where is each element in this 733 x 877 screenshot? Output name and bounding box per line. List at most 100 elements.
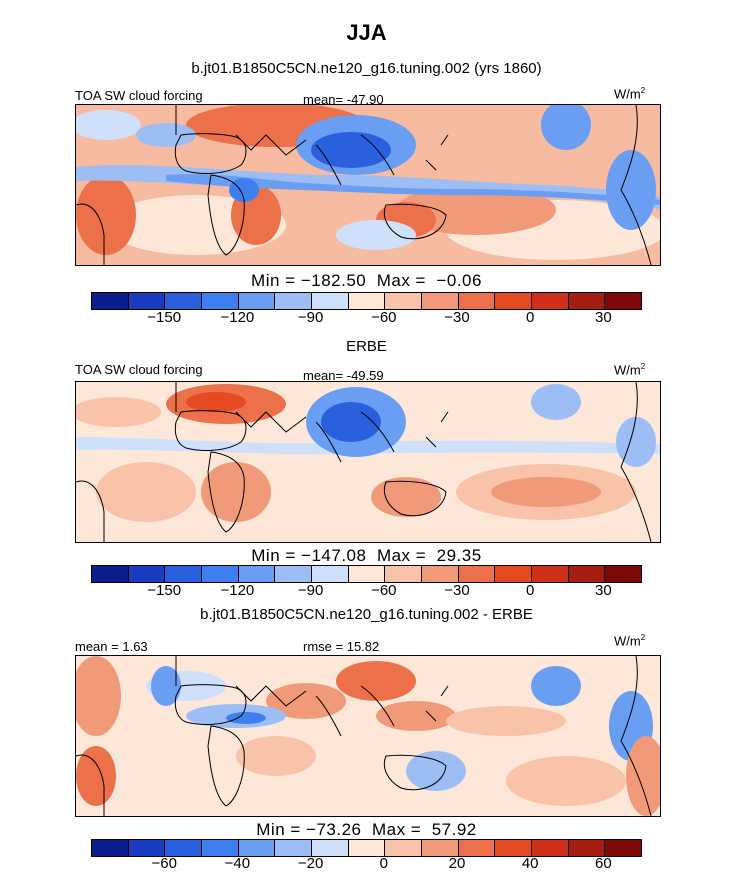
field-blob (336, 220, 416, 250)
field-blob (226, 712, 266, 724)
colorbar-box (128, 840, 166, 856)
colorbar-tick-label: 0 (526, 309, 535, 326)
colorbar-box (348, 566, 386, 582)
colorbar-tick-label: −120 (220, 582, 255, 599)
colorbar-box (532, 840, 569, 856)
colorbar-box (202, 840, 239, 856)
colorbar-box (385, 293, 423, 309)
panel3-mean-value: 1.63 (122, 639, 148, 654)
coast-south-america (76, 203, 105, 265)
panel2-map-svg (76, 382, 660, 542)
panel3-units-exp: 2 (640, 633, 646, 642)
colorbar-box (165, 840, 203, 856)
field-blob (626, 736, 660, 816)
panel2-mean-label: mean= (303, 368, 344, 383)
panel3-mean: mean = 1.63 (75, 639, 148, 654)
panel1-map (75, 104, 661, 266)
colorbar-tick-label: 0 (526, 582, 535, 599)
colorbar-tick-label: −60 (151, 855, 177, 872)
field-blob (136, 123, 196, 147)
coast-americas (620, 105, 652, 265)
colorbar-tick-label: 40 (521, 855, 539, 872)
panel1-mean-value: -47.90 (346, 92, 384, 107)
field-blob (76, 110, 141, 140)
panel3-minmax: Min = −73.26 Max = 57.92 (0, 820, 733, 840)
colorbar-box (385, 840, 423, 856)
panel1-units-exp: 2 (640, 86, 646, 95)
colorbar-box (92, 566, 129, 582)
panel1-coastlines (76, 105, 652, 265)
panel1-min-label: Min = (251, 271, 296, 290)
panel2-field-label: TOA SW cloud forcing (75, 362, 203, 377)
colorbar-box (165, 293, 203, 309)
field-blob (541, 105, 591, 150)
panel3-map (75, 655, 661, 817)
field-blob (446, 706, 566, 736)
colorbar-box (202, 293, 239, 309)
field-blob (606, 150, 656, 230)
colorbar-box (238, 566, 276, 582)
colorbar-box (605, 840, 642, 856)
colorbar-box (495, 566, 533, 582)
field-blob (151, 666, 181, 706)
panel2-units-exp: 2 (640, 362, 646, 371)
field-blob (396, 185, 556, 235)
colorbar-tick-label: 60 (595, 855, 612, 872)
colorbar-tick-label: 30 (595, 582, 612, 599)
coast-americas (620, 382, 652, 542)
colorbar-box (458, 840, 496, 856)
colorbar-tick-label: 30 (595, 309, 612, 326)
field-blob (321, 402, 381, 442)
coast-islands (425, 134, 449, 171)
field-blob (201, 462, 271, 522)
colorbar-box (92, 293, 129, 309)
colorbar-tick-label: −30 (444, 309, 470, 326)
colorbar-tick-label: 0 (379, 855, 388, 872)
colorbar-box (312, 566, 349, 582)
colorbar-tick-label: −90 (297, 309, 324, 326)
panel1-max-label: Max = (376, 271, 426, 290)
panel2-max-value: 29.35 (436, 546, 482, 565)
colorbar-box (238, 293, 276, 309)
colorbar-box (532, 566, 569, 582)
panel1-units-text: W/m (614, 86, 641, 102)
coast-red-sea (235, 411, 307, 433)
colorbar-box (605, 293, 642, 309)
panel3-mean-label: mean = (75, 639, 119, 654)
panel1-max-value: −0.06 (436, 271, 482, 290)
colorbar-box (275, 840, 313, 856)
field-blob (506, 756, 626, 806)
coast-australia (383, 754, 447, 791)
field-blob (76, 746, 116, 806)
field-blob (491, 477, 601, 507)
colorbar-tick-label: −30 (444, 582, 470, 599)
season-title: JJA (346, 20, 387, 45)
colorbar-box (128, 293, 166, 309)
field-band (166, 174, 660, 205)
field-blob (229, 178, 259, 202)
field-blob (76, 656, 121, 736)
coast-india (315, 144, 342, 186)
colorbar-box (165, 566, 203, 582)
field-blob (406, 751, 466, 791)
coast-southeast-asia (360, 134, 395, 176)
colorbar-box (312, 840, 349, 856)
field-blob (96, 462, 196, 522)
panel3-rmse-value: 15.82 (346, 639, 380, 654)
colorbar-tick-label: −120 (220, 309, 255, 326)
colorbar-box (92, 840, 129, 856)
coast-australia (383, 203, 447, 240)
colorbar-box (458, 293, 496, 309)
colorbar-tick-label: 20 (448, 855, 466, 872)
colorbar-box (605, 566, 642, 582)
colorbar-tick-label: −60 (371, 582, 397, 599)
panel1-title: b.jt01.B1850C5CN.ne120_g16.tuning.002 (y… (191, 60, 542, 77)
colorbar-box (495, 293, 533, 309)
field-blob (336, 661, 416, 701)
panel3-title: b.jt01.B1850C5CN.ne120_g16.tuning.002 - … (200, 606, 533, 623)
panel2-max-label: Max = (376, 546, 427, 565)
field-blob (371, 477, 441, 517)
coast-south-africa (207, 725, 245, 807)
coast-south-america (76, 754, 105, 816)
colorbar-box (385, 566, 423, 582)
